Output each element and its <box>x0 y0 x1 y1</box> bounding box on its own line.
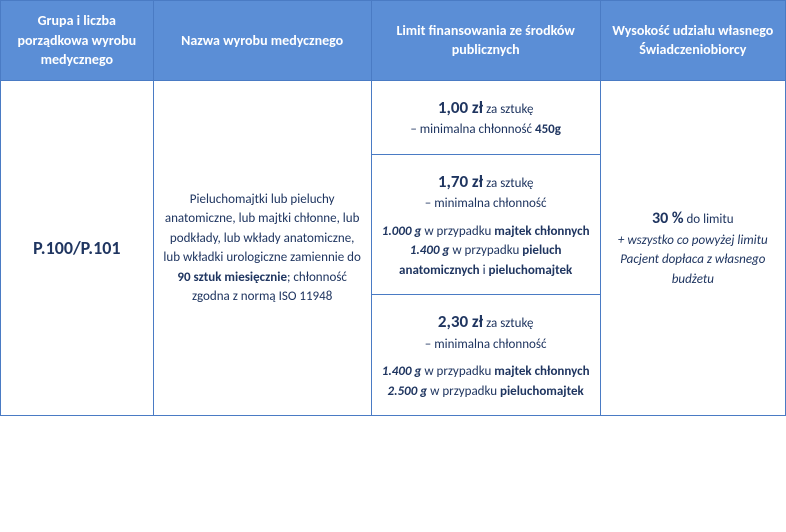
price-2: 1,70 zł <box>438 171 483 192</box>
d2-1-tail2: pieluchomajtek <box>489 263 573 278</box>
d2-0-text: w przypadku <box>421 224 494 239</box>
header-share: Wysokość udziału własnego Świadczeniobio… <box>600 1 785 81</box>
share-cell: 30 % do limitu + wszystko co powyżej lim… <box>600 80 785 416</box>
price-3: 2,30 zł <box>438 311 483 332</box>
header-limit: Limit finansowania ze środków publicznyc… <box>371 1 600 81</box>
product-name-pre: Pieluchomajtki lub pieluchy anatomiczne,… <box>163 192 360 266</box>
header-product-name: Nazwa wyrobu medycznego <box>153 1 371 81</box>
share-post: do limitu <box>684 212 734 227</box>
d2-0-grams: 1.000 g <box>382 224 422 239</box>
share-percent: 30 % <box>652 209 684 228</box>
d2-1-text: w przypadku <box>449 243 522 258</box>
d3-1-text: w przypadku <box>427 384 500 399</box>
limit-cell-3: 2,30 zł za sztukę – minimalna chłonność … <box>371 295 600 416</box>
d3-1-grams: 2.500 g <box>388 384 428 399</box>
d2-1-connector: i <box>480 263 489 278</box>
sub-bold-1: 450g <box>535 122 561 137</box>
d3-0-tail: majtek chłonnych <box>494 364 589 379</box>
per-2: za sztukę <box>483 176 533 191</box>
reimbursement-table: Grupa i liczba porządkowa wyrobu medyczn… <box>0 0 786 416</box>
per-3: za sztukę <box>483 316 533 331</box>
limit-cell-1: 1,00 zł za sztukę – minimalna chłonność … <box>371 80 600 154</box>
share-note: + wszystko co powyżej limitu Pacjent dop… <box>618 233 768 287</box>
product-name-cell: Pieluchomajtki lub pieluchy anatomiczne,… <box>153 80 371 416</box>
sub-pre-2: – minimalna chłonność <box>425 196 547 211</box>
d2-1-grams: 1.400 g <box>410 243 450 258</box>
product-code: P.100/P.101 <box>33 237 120 259</box>
sub-pre-3: – minimalna chłonność <box>425 337 547 352</box>
header-group: Grupa i liczba porządkowa wyrobu medyczn… <box>1 1 154 81</box>
limit-cell-2: 1,70 zł za sztukę – minimalna chłonność … <box>371 154 600 295</box>
code-cell: P.100/P.101 <box>1 80 154 416</box>
d2-0-tail: majtek chłonnych <box>494 224 589 239</box>
product-name-bold: 90 sztuk miesięcznie <box>177 270 287 285</box>
per-1: za sztukę <box>483 102 533 117</box>
d3-1-tail: pieluchomajtek <box>500 384 584 399</box>
sub-pre-1: – minimalna chłonność <box>410 122 535 137</box>
price-1: 1,00 zł <box>438 97 483 118</box>
d3-0-text: w przypadku <box>421 364 494 379</box>
d3-0-grams: 1.400 g <box>382 364 422 379</box>
